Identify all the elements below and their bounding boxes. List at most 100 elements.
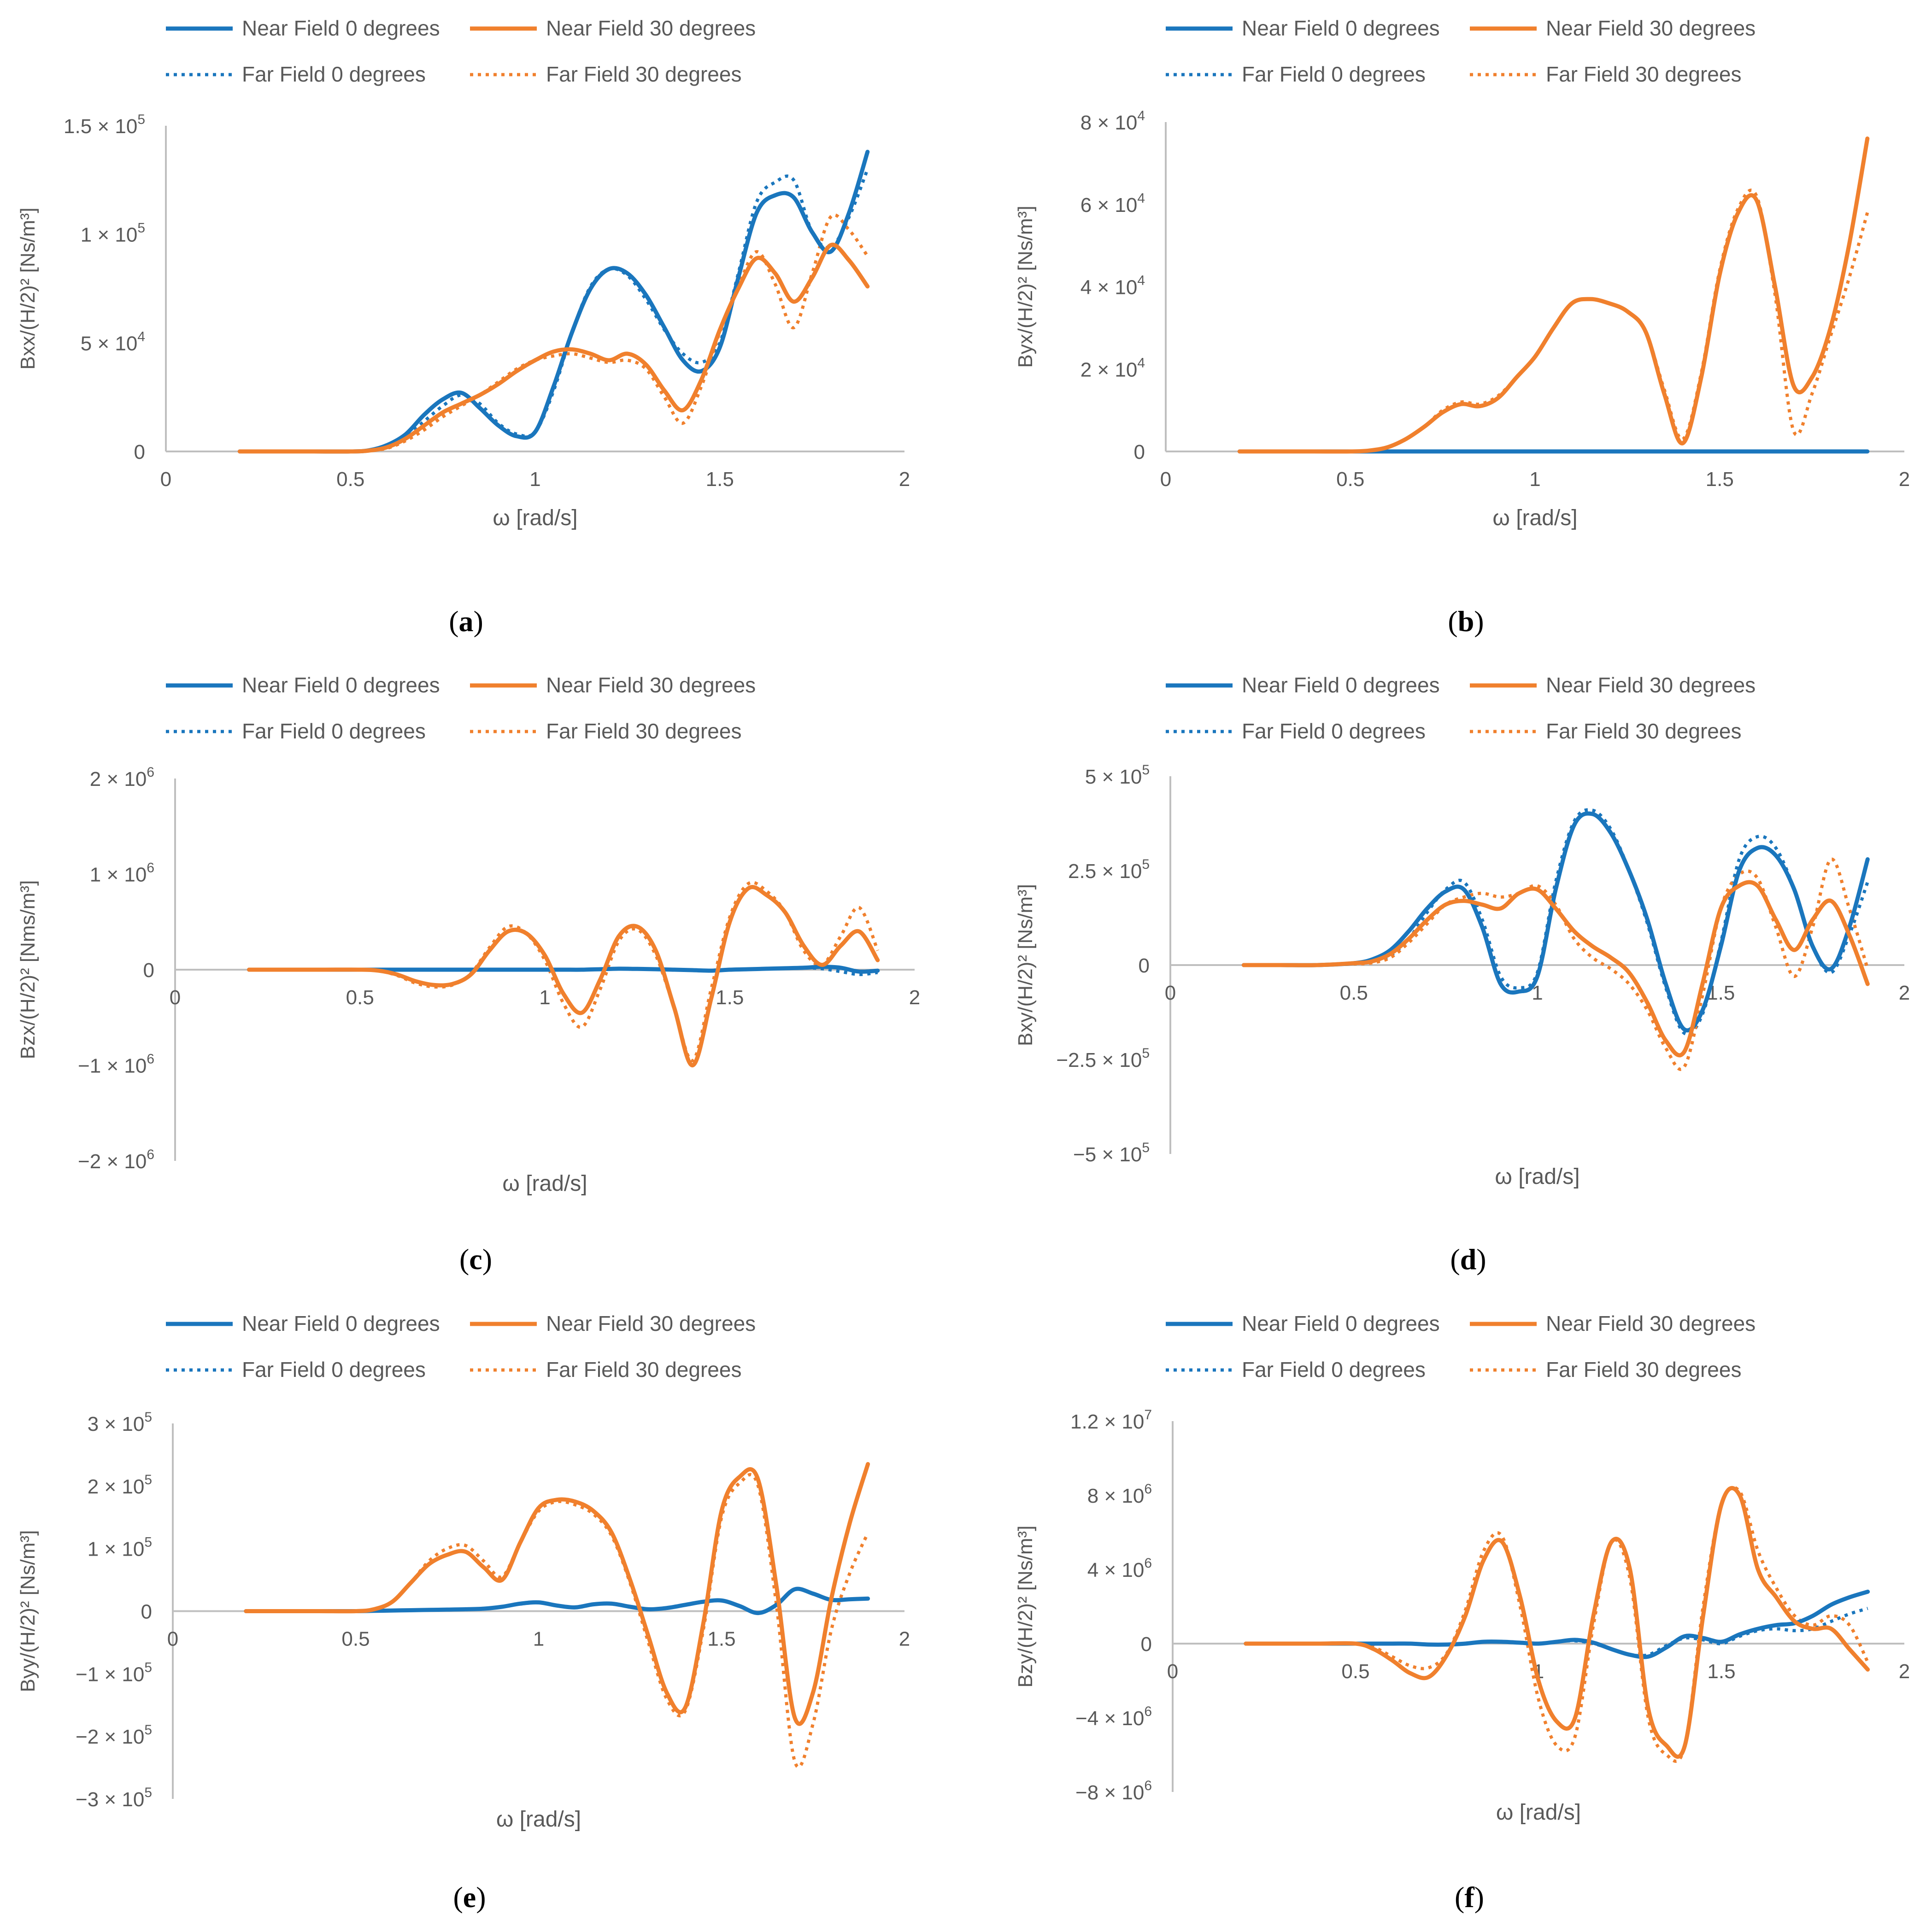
legend-label-far30: Far Field 30 degrees: [546, 62, 741, 86]
x-tick-label: 1: [1529, 468, 1540, 491]
series-line-near0: [247, 965, 880, 974]
legend-label-near30: Near Field 30 degrees: [546, 1311, 756, 1335]
legend-label-far0: Far Field 0 degrees: [1242, 719, 1426, 743]
y-tick-label: 1 × 105: [88, 1535, 152, 1561]
y-tick-label: 0: [1139, 954, 1150, 977]
y-tick-label: −3 × 105: [76, 1785, 152, 1811]
x-axis-title: ω [rad/s]: [1492, 506, 1577, 530]
y-tick-label: 0: [134, 441, 145, 463]
x-tick-label: 1: [529, 468, 540, 491]
panel-caption: (a): [449, 605, 483, 638]
y-tick-label: −5 × 105: [1073, 1140, 1150, 1166]
series-line-far30: [240, 213, 869, 453]
y-axis-title: Bxx/(H/2)² [Ns/m³]: [17, 208, 39, 370]
y-tick-label: 5 × 104: [81, 329, 145, 355]
x-tick-label: 2: [909, 986, 920, 1009]
y-tick-label: 2 × 104: [1080, 355, 1145, 381]
x-tick-label: 0.5: [1340, 982, 1368, 1004]
y-tick-label: 5 × 105: [1085, 762, 1150, 788]
legend-label-near30: Near Field 30 degrees: [1546, 673, 1756, 697]
series-line-far0: [1245, 1607, 1868, 1657]
series-line-near30: [237, 242, 870, 454]
y-tick-label: 0: [1134, 441, 1145, 463]
y-axis-title: Bzx/(H/2)² [Nms/m³]: [17, 880, 39, 1060]
legend-label-far0: Far Field 0 degrees: [242, 1358, 426, 1382]
x-tick-label: 2: [1899, 468, 1910, 491]
y-tick-label: 4 × 104: [1080, 273, 1145, 299]
legend-label-near0: Near Field 0 degrees: [1242, 673, 1440, 697]
series-line-near0: [1241, 811, 1870, 1033]
legend: Near Field 0 degrees Near Field 30 degree…: [166, 673, 756, 743]
y-tick-label: −1 × 105: [76, 1660, 152, 1686]
series-line-near30: [244, 1462, 870, 1726]
legend-label-near0: Near Field 0 degrees: [1242, 16, 1440, 40]
legend-label-near30: Near Field 30 degrees: [1546, 16, 1756, 40]
x-tick-label: 0.5: [336, 468, 364, 491]
x-tick-label: 1.5: [1707, 1660, 1735, 1683]
x-tick-label: 2: [899, 1628, 910, 1651]
panel-caption: (f): [1455, 1881, 1484, 1914]
y-tick-label: 0: [143, 959, 154, 982]
chart-panel-f: Near Field 0 degrees Near Field 30 degree…: [1014, 1311, 1910, 1914]
y-tick-label: 8 × 104: [1080, 108, 1145, 134]
x-tick-label: 0: [1160, 468, 1171, 491]
legend-label-near0: Near Field 0 degrees: [242, 1311, 440, 1335]
legend-label-near30: Near Field 30 degrees: [546, 16, 756, 40]
y-tick-label: −8 × 106: [1075, 1778, 1152, 1804]
series-line-far30: [246, 1473, 869, 1769]
x-tick-label: 1: [533, 1628, 544, 1651]
x-tick-label: 2: [899, 468, 910, 491]
panel-caption: (c): [459, 1243, 492, 1276]
x-tick-label: 0.5: [1341, 1660, 1369, 1683]
x-tick-label: 2: [1899, 1660, 1910, 1683]
series-line-far30: [1239, 188, 1869, 453]
x-tick-label: 2: [1899, 982, 1910, 1004]
panel-caption: (b): [1448, 605, 1484, 638]
y-tick-label: −4 × 106: [1075, 1704, 1152, 1730]
series-line-far30: [1245, 1486, 1869, 1763]
y-tick-label: −1 × 106: [78, 1052, 154, 1077]
y-tick-label: 1 × 105: [81, 221, 145, 246]
legend: Near Field 0 degrees Near Field 30 degree…: [1166, 16, 1756, 86]
legend-label-far0: Far Field 0 degrees: [1242, 62, 1426, 86]
y-tick-label: 2 × 106: [90, 765, 154, 790]
y-tick-label: 6 × 104: [1080, 191, 1145, 217]
legend-label-far30: Far Field 30 degrees: [1546, 1358, 1741, 1382]
y-tick-label: 0: [141, 1601, 152, 1623]
x-tick-label: 1.5: [716, 986, 744, 1009]
legend-label-near30: Near Field 30 degrees: [546, 673, 756, 697]
panel-caption: (d): [1450, 1243, 1486, 1276]
chart-panel-a: Near Field 0 degrees Near Field 30 degree…: [17, 16, 910, 638]
y-tick-label: 2.5 × 105: [1068, 857, 1150, 883]
y-tick-label: 0: [1141, 1633, 1152, 1656]
x-tick-label: 0: [160, 468, 171, 491]
chart-panel-c: Near Field 0 degrees Near Field 30 degree…: [17, 673, 920, 1276]
legend-label-near0: Near Field 0 degrees: [1242, 1311, 1440, 1335]
y-tick-label: 8 × 106: [1087, 1481, 1152, 1507]
x-axis-title: ω [rad/s]: [496, 1807, 581, 1832]
panel-caption: (e): [453, 1881, 486, 1914]
legend-label-near0: Near Field 0 degrees: [242, 673, 440, 697]
legend-label-far0: Far Field 0 degrees: [242, 62, 426, 86]
x-tick-label: 0.5: [1336, 468, 1364, 491]
y-axis-title: Byx/(H/2)² [Ns/m³]: [1014, 206, 1037, 368]
legend-label-far30: Far Field 30 degrees: [546, 1358, 741, 1382]
legend: Near Field 0 degrees Near Field 30 degree…: [166, 16, 756, 86]
legend: Near Field 0 degrees Near Field 30 degree…: [1166, 673, 1756, 743]
x-tick-label: 1.5: [1706, 468, 1734, 491]
series-line-near30: [1237, 136, 1870, 454]
y-tick-label: −2 × 105: [76, 1722, 152, 1748]
legend-label-near0: Near Field 0 degrees: [242, 16, 440, 40]
y-axis-title: Byy/(H/2)² [Ns/m³]: [17, 1530, 39, 1692]
series-line-near0: [244, 1587, 870, 1616]
y-tick-label: 4 × 106: [1087, 1556, 1152, 1581]
legend-label-near30: Near Field 30 degrees: [1546, 1311, 1756, 1335]
x-tick-label: 1: [539, 986, 550, 1009]
y-tick-label: −2 × 106: [78, 1147, 154, 1173]
x-tick-label: 0: [170, 986, 181, 1009]
x-tick-label: 0: [1167, 1660, 1178, 1683]
y-tick-label: −2.5 × 105: [1056, 1046, 1150, 1071]
x-tick-label: 0: [1165, 982, 1176, 1004]
x-axis-title: ω [rad/s]: [1495, 1165, 1580, 1189]
